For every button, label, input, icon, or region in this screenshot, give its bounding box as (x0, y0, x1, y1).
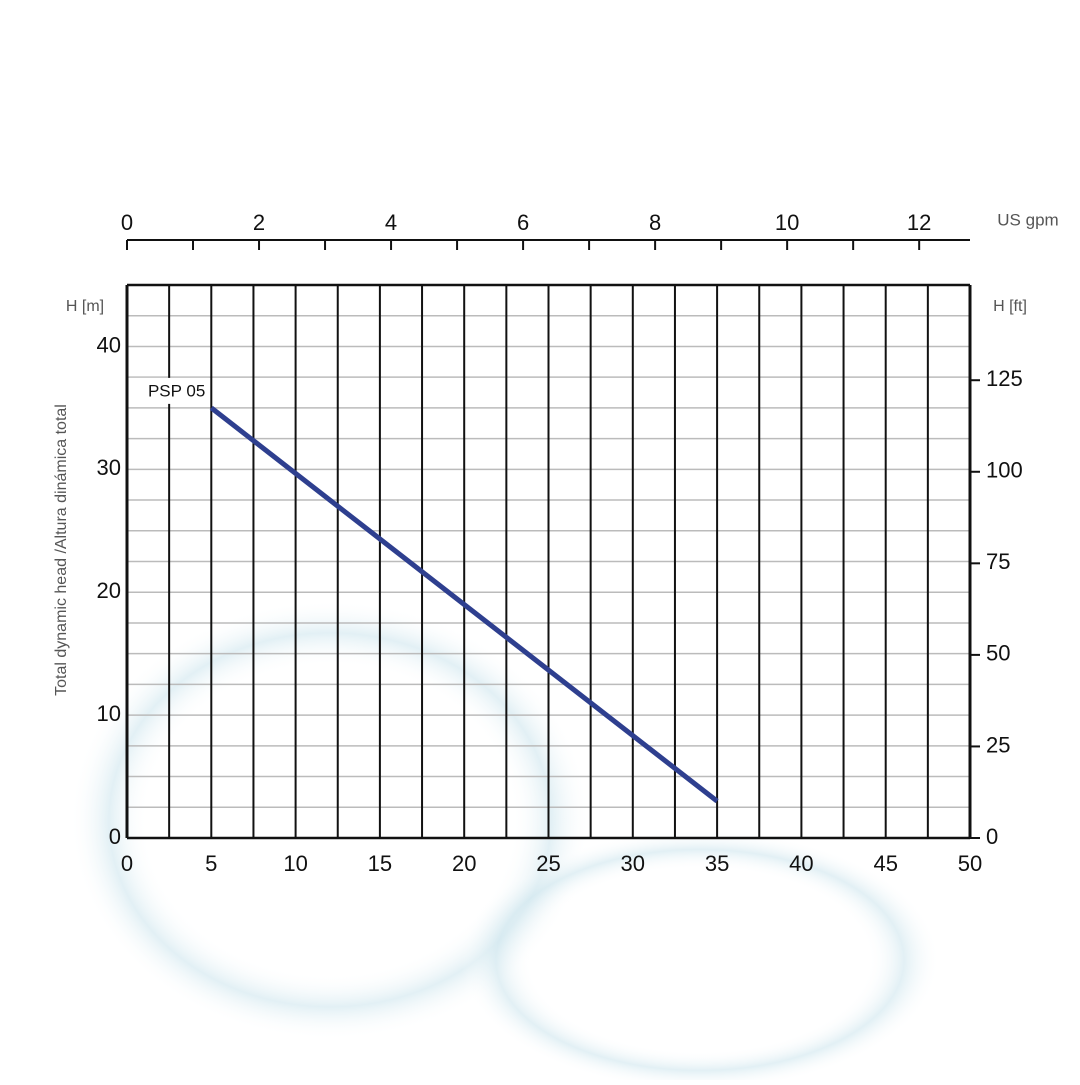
x2-tick-label: 6 (517, 210, 529, 235)
y2-tick-label: 75 (986, 549, 1010, 574)
x2-tick-label: 0 (121, 210, 133, 235)
y2-tick-label: 0 (986, 824, 998, 849)
x2-tick-label: 10 (775, 210, 799, 235)
x-tick-label: 30 (621, 851, 645, 876)
y-tick-label: 40 (97, 332, 121, 357)
series-label-bg (129, 377, 210, 404)
x-tick-label: 20 (452, 851, 476, 876)
y-unit: H [m] (66, 298, 104, 315)
x-tick-label: 10 (283, 851, 307, 876)
y-tick-label: 10 (97, 701, 121, 726)
y-axis-label: Total dynamic head /Altura dinámica tota… (53, 404, 70, 696)
y-tick-label: 0 (109, 824, 121, 849)
y2-unit: H [ft] (993, 298, 1027, 315)
x2-tick-label: 8 (649, 210, 661, 235)
x-tick-label: 35 (705, 851, 729, 876)
background-swirl (460, 830, 940, 1085)
y2-tick-label: 50 (986, 641, 1010, 666)
x-tick-label: 45 (873, 851, 897, 876)
series-label: PSP 05 (148, 381, 205, 400)
x2-tick-label: 4 (385, 210, 397, 235)
x-tick-label: 5 (205, 851, 217, 876)
y2-tick-label: 125 (986, 366, 1023, 391)
x2-unit: US gpm (997, 210, 1058, 229)
x-tick-label: 25 (536, 851, 560, 876)
x-tick-label: 0 (121, 851, 133, 876)
background-swirl (70, 600, 590, 1040)
y2-tick-label: 25 (986, 732, 1010, 757)
x-tick-label: 50 (958, 851, 982, 876)
x2-tick-label: 2 (253, 210, 265, 235)
x-tick-label: 40 (789, 851, 813, 876)
x2-tick-label: 12 (907, 210, 931, 235)
y2-tick-label: 100 (986, 458, 1023, 483)
series-line (209, 405, 719, 804)
y-tick-label: 20 (97, 578, 121, 603)
y-tick-label: 30 (97, 455, 121, 480)
x-tick-label: 15 (368, 851, 392, 876)
